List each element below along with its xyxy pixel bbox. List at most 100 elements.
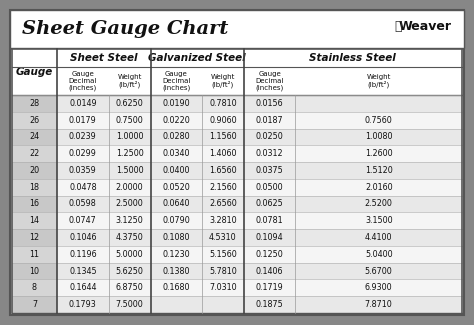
Text: 1.0000: 1.0000 [116, 132, 144, 141]
Text: 3.1500: 3.1500 [365, 216, 392, 225]
Text: 0.7810: 0.7810 [209, 99, 237, 108]
Bar [151, 49, 244, 67]
Text: 4.5310: 4.5310 [209, 233, 237, 242]
Text: 0.1380: 0.1380 [163, 266, 190, 276]
Bar [12, 212, 57, 229]
Text: 0.1080: 0.1080 [163, 233, 190, 242]
Text: 14: 14 [29, 216, 39, 225]
Bar [12, 263, 462, 280]
Text: 0.1875: 0.1875 [256, 300, 283, 309]
Text: 0.7500: 0.7500 [116, 116, 144, 125]
Text: 0.1196: 0.1196 [69, 250, 97, 259]
Bar [12, 280, 57, 296]
Bar [109, 67, 151, 95]
Text: 0.0220: 0.0220 [163, 116, 190, 125]
Text: 0.1793: 0.1793 [69, 300, 97, 309]
Text: 0.0312: 0.0312 [256, 149, 283, 158]
Bar [57, 67, 109, 95]
Bar [12, 162, 57, 179]
Bar [12, 162, 462, 179]
Text: 0.0598: 0.0598 [69, 200, 97, 209]
Text: 4.3750: 4.3750 [116, 233, 144, 242]
Text: 0.0500: 0.0500 [256, 183, 283, 192]
Bar [12, 229, 57, 246]
Bar [12, 263, 57, 280]
Text: 5.0000: 5.0000 [116, 250, 144, 259]
Text: 0.0239: 0.0239 [69, 132, 97, 141]
Text: 5.7810: 5.7810 [209, 266, 237, 276]
Text: 20: 20 [29, 166, 39, 175]
Text: 0.0640: 0.0640 [163, 200, 190, 209]
Text: 1.1560: 1.1560 [209, 132, 237, 141]
Text: Gauge: Gauge [16, 67, 53, 77]
Text: 1.5120: 1.5120 [365, 166, 392, 175]
Text: 0.1644: 0.1644 [69, 283, 97, 292]
Text: 6.9300: 6.9300 [365, 283, 392, 292]
Text: 0.0156: 0.0156 [256, 99, 283, 108]
Text: 0.0375: 0.0375 [256, 166, 283, 175]
Text: 0.0299: 0.0299 [69, 149, 97, 158]
Text: 0.1094: 0.1094 [256, 233, 283, 242]
Text: 0.6250: 0.6250 [116, 99, 144, 108]
Bar [12, 212, 462, 229]
Bar [12, 196, 462, 212]
Text: 2.0160: 2.0160 [365, 183, 392, 192]
Bar [12, 246, 57, 263]
Text: 0.1250: 0.1250 [256, 250, 283, 259]
Text: 11: 11 [29, 250, 39, 259]
Text: 4.4100: 4.4100 [365, 233, 392, 242]
Text: 2.6560: 2.6560 [209, 200, 237, 209]
Text: 22: 22 [29, 149, 40, 158]
Text: 7.5000: 7.5000 [116, 300, 144, 309]
Text: 16: 16 [29, 200, 39, 209]
Text: 28: 28 [29, 99, 39, 108]
Text: 5.1560: 5.1560 [209, 250, 237, 259]
Text: 0.1345: 0.1345 [69, 266, 97, 276]
Text: Sheet Steel: Sheet Steel [70, 53, 137, 63]
Text: Sheet Gauge Chart: Sheet Gauge Chart [22, 20, 228, 38]
Text: 5.6700: 5.6700 [365, 266, 392, 276]
Text: 1.0080: 1.0080 [365, 132, 392, 141]
Bar [12, 112, 462, 129]
Bar [244, 49, 462, 67]
Text: Weight
(lb/ft²): Weight (lb/ft²) [118, 74, 142, 88]
Text: 0.0149: 0.0149 [69, 99, 97, 108]
Bar [12, 280, 462, 296]
Text: 0.0359: 0.0359 [69, 166, 97, 175]
Text: 0.0250: 0.0250 [256, 132, 283, 141]
Text: 7.0310: 7.0310 [209, 283, 237, 292]
Bar [12, 95, 462, 112]
Text: 1.4060: 1.4060 [209, 149, 237, 158]
Text: 3.1250: 3.1250 [116, 216, 144, 225]
Text: 0.0478: 0.0478 [69, 183, 97, 192]
Bar [12, 229, 462, 246]
Text: 5.0400: 5.0400 [365, 250, 392, 259]
Text: 5.6250: 5.6250 [116, 266, 144, 276]
Text: 🚛: 🚛 [394, 20, 401, 32]
Text: 10: 10 [29, 266, 39, 276]
Text: 2.5000: 2.5000 [116, 200, 144, 209]
Text: 0.0280: 0.0280 [163, 132, 190, 141]
Bar [295, 67, 462, 95]
Text: 0.0340: 0.0340 [163, 149, 190, 158]
Text: 18: 18 [29, 183, 39, 192]
Text: 12: 12 [29, 233, 39, 242]
Bar [10, 10, 464, 48]
Text: 0.0625: 0.0625 [256, 200, 283, 209]
Text: 26: 26 [29, 116, 39, 125]
Text: 0.0190: 0.0190 [163, 99, 190, 108]
Bar [57, 49, 151, 67]
Text: Weaver: Weaver [399, 20, 452, 32]
Bar [12, 95, 57, 112]
Text: 2.5200: 2.5200 [365, 200, 392, 209]
Text: 0.9060: 0.9060 [209, 116, 237, 125]
Text: 2.1560: 2.1560 [209, 183, 237, 192]
Bar [12, 179, 57, 196]
Bar [12, 179, 462, 196]
Text: 0.1046: 0.1046 [69, 233, 97, 242]
Bar [12, 296, 462, 313]
Text: Weight
(lb/ft²): Weight (lb/ft²) [210, 74, 235, 88]
Bar [202, 67, 244, 95]
Text: 7: 7 [32, 300, 37, 309]
Text: 3.2810: 3.2810 [209, 216, 237, 225]
